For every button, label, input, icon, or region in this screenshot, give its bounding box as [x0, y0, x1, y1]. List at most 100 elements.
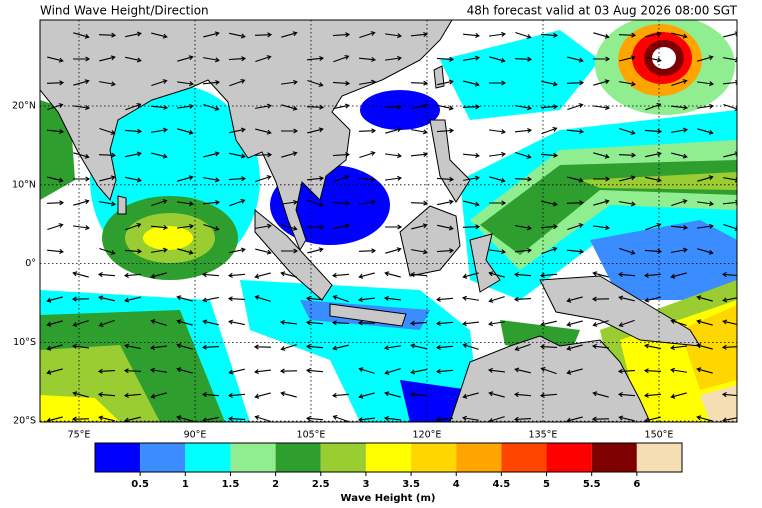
colorbar-tick-label: 1: [182, 479, 189, 490]
wind-arrow: [358, 272, 375, 279]
wind-arrow: [462, 32, 481, 39]
wind-arrow: [359, 151, 376, 158]
wind-arrow: [255, 175, 272, 182]
wind-arrow: [254, 272, 271, 279]
wind-arrow: [177, 201, 194, 207]
wind-arrow: [124, 296, 141, 303]
wind-arrow: [593, 176, 611, 182]
wind-arrow: [280, 344, 297, 351]
wind-arrow: [255, 55, 272, 62]
wind-arrow: [384, 295, 402, 301]
wind-arrow: [281, 151, 298, 158]
wind-arrow: [593, 152, 610, 159]
landmass: [329, 303, 407, 327]
wind-arrow: [463, 55, 480, 61]
wind-arrow: [72, 271, 89, 278]
wind-arrow: [46, 128, 65, 135]
wind-arrow: [333, 223, 350, 230]
wind-arrow: [385, 175, 402, 181]
wind-arrow: [228, 176, 247, 182]
wind-arrow: [409, 392, 428, 398]
lon-label: 105°E: [297, 430, 326, 441]
wave-region: [40, 395, 120, 422]
wind-arrow: [645, 31, 662, 38]
wind-arrow: [645, 56, 662, 63]
wind-arrow: [73, 105, 90, 111]
wave-region: [143, 226, 193, 250]
wind-arrow: [410, 151, 429, 158]
wind-arrow: [618, 319, 635, 327]
wind-arrow: [514, 247, 533, 254]
wind-arrow: [539, 272, 558, 278]
lon-label: 150°E: [645, 430, 674, 441]
wind-arrow: [591, 416, 610, 422]
wind-arrow: [307, 200, 324, 207]
wind-arrow: [462, 295, 479, 301]
wind-arrow: [384, 345, 401, 351]
wind-arrow: [177, 55, 194, 62]
wave-region: [440, 30, 600, 120]
wind-arrow: [306, 224, 325, 230]
wind-arrow: [696, 415, 713, 422]
wind-arrow: [203, 31, 220, 38]
wind-arrow: [409, 320, 428, 326]
wind-arrow: [384, 391, 401, 398]
wind-arrow: [513, 416, 532, 422]
wind-arrow: [359, 79, 376, 85]
colorbar: 0.5 1 1.5 2 2.5 3 3.5 4 4.5 5 5.5 6: [94, 442, 683, 490]
wind-arrow: [280, 391, 297, 398]
wind-arrow: [255, 128, 272, 135]
wind-arrow: [462, 104, 481, 110]
wind-arrow: [514, 176, 533, 182]
wind-arrow: [124, 343, 141, 350]
lat-label: 0°: [25, 258, 36, 269]
wind-arrow: [307, 247, 324, 254]
wind-arrow: [436, 248, 455, 254]
wind-arrow: [359, 31, 376, 38]
lat-label: 10°S: [13, 337, 36, 348]
wind-arrow: [125, 31, 142, 38]
wind-arrow: [46, 344, 63, 351]
wind-arrow: [332, 152, 351, 158]
colorbar-tick-label: 3: [362, 479, 369, 490]
wind-arrow: [437, 199, 454, 206]
wind-arrow: [281, 128, 299, 134]
wind-arrow: [202, 319, 219, 326]
wind-arrow: [72, 320, 89, 327]
wind-arrow: [462, 152, 481, 159]
wind-arrow: [254, 32, 273, 38]
wind-arrow: [73, 79, 90, 86]
wind-arrow: [203, 177, 220, 183]
wind-arrow: [435, 296, 454, 302]
wind-arrow: [489, 249, 506, 255]
wind-arrow: [177, 175, 194, 182]
wind-arrow: [385, 127, 402, 134]
colorbar-swatch: [185, 443, 231, 472]
wind-arrow: [462, 415, 479, 421]
wind-arrow: [515, 32, 532, 39]
wind-arrow: [566, 296, 583, 303]
wind-arrow: [72, 391, 89, 398]
wind-arrow: [721, 272, 737, 278]
wind-arrow: [697, 201, 714, 207]
wind-arrow: [307, 127, 324, 134]
wind-arrow: [151, 127, 168, 133]
colorbar-swatch: [140, 443, 186, 472]
wind-arrow: [358, 297, 376, 303]
wind-arrow: [385, 153, 402, 159]
lat-label: 20°N: [12, 101, 36, 112]
wind-arrow: [671, 247, 688, 253]
wind-arrow: [721, 392, 737, 398]
wind-arrow: [73, 56, 91, 62]
wind-arrow: [670, 319, 687, 326]
wind-arrow: [150, 224, 169, 231]
wind-arrow: [591, 296, 610, 302]
wind-arrow: [566, 80, 585, 86]
wind-arrow: [307, 80, 324, 87]
colorbar-frame: [94, 442, 683, 473]
landmass: [117, 195, 127, 215]
wind-arrow: [125, 151, 142, 158]
wind-arrow: [592, 320, 609, 327]
wind-arrow: [123, 392, 142, 398]
wind-arrow: [437, 104, 454, 111]
